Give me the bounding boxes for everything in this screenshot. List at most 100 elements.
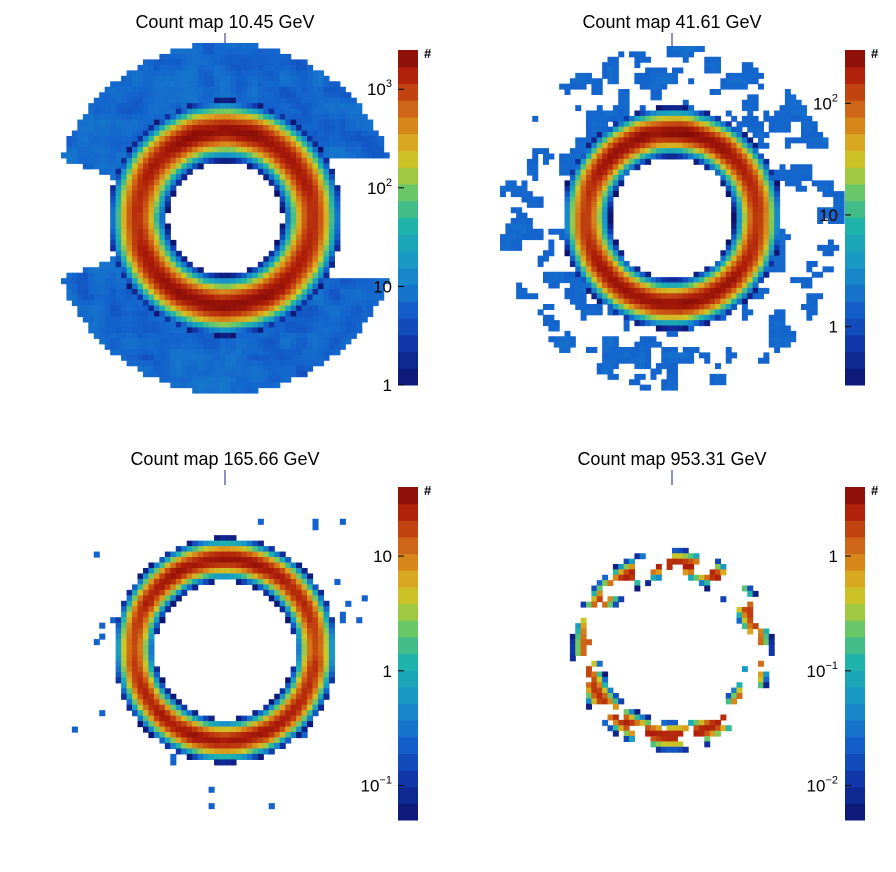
- heatmap-cell: [153, 300, 160, 307]
- heatmap-cell: [148, 365, 155, 372]
- heatmap-cell: [301, 310, 308, 318]
- heatmap-cell: [736, 132, 743, 138]
- heatmap-cell: [317, 228, 325, 236]
- heatmap-cell: [569, 185, 576, 192]
- heatmap-cell: [607, 153, 614, 160]
- heatmap-cell: [607, 185, 614, 192]
- heatmap-cell: [164, 267, 171, 274]
- heatmap-cell: [170, 759, 177, 766]
- heatmap-cell: [704, 67, 711, 74]
- heatmap-cell: [252, 300, 259, 307]
- heatmap-cell: [645, 293, 652, 300]
- heatmap-cell: [170, 97, 177, 104]
- heatmap-cell: [285, 81, 292, 88]
- heatmap-cell: [164, 125, 171, 132]
- heatmap-cell: [230, 125, 237, 132]
- heatmap-cell: [661, 121, 668, 128]
- heatmap-cell: [170, 59, 177, 66]
- heatmap-cell: [104, 119, 111, 126]
- heatmap-cell: [186, 278, 193, 285]
- heatmap-cell: [268, 125, 275, 132]
- heatmap-cell: [126, 327, 133, 334]
- heatmap-cell: [148, 578, 155, 585]
- heatmap-cell: [741, 164, 748, 171]
- heatmap-cell: [736, 298, 743, 305]
- heatmap-cell: [838, 191, 845, 198]
- heatmap-cell: [345, 130, 352, 137]
- heatmap-cell: [591, 309, 598, 316]
- heatmap-cell: [142, 218, 150, 225]
- heatmap-cell: [148, 562, 155, 569]
- heatmap-cell: [279, 300, 286, 307]
- heatmap-cell: [307, 365, 314, 372]
- heatmap-cell: [71, 135, 78, 143]
- heatmap-cell: [274, 163, 281, 170]
- heatmap-cell: [709, 266, 716, 273]
- heatmap-cell: [301, 245, 308, 252]
- heatmap-cell: [301, 693, 308, 700]
- heatmap-cell: [164, 92, 171, 99]
- heatmap-cell: [704, 126, 711, 133]
- heatmap-cell: [132, 119, 139, 126]
- heatmap-cell: [208, 387, 215, 394]
- heatmap-cell: [367, 130, 374, 137]
- heatmap-cell: [121, 250, 128, 257]
- heatmap-cell: [225, 376, 232, 383]
- heatmap-cell: [623, 304, 630, 310]
- heatmap-cell: [164, 70, 171, 77]
- heatmap-cell: [827, 212, 834, 219]
- heatmap-cell: [142, 196, 150, 203]
- heatmap-cell: [591, 271, 598, 278]
- heatmap-cell: [634, 352, 641, 359]
- heatmap-cell: [279, 152, 286, 159]
- heatmap-cell: [110, 327, 117, 334]
- heatmap-cell: [99, 92, 106, 99]
- heatmap-cell: [296, 655, 303, 662]
- heatmap-cell: [257, 97, 264, 104]
- heatmap-cell: [186, 710, 193, 717]
- heatmap-cell: [307, 622, 314, 629]
- heatmap-cell: [71, 294, 78, 301]
- heatmap-cell: [203, 715, 210, 722]
- heatmap-cell: [126, 272, 133, 279]
- heatmap-cell: [263, 174, 270, 181]
- heatmap-cell: [175, 86, 182, 93]
- heatmap-cell: [548, 336, 555, 343]
- heatmap-cell: [307, 704, 314, 711]
- heatmap-cell: [741, 180, 748, 187]
- heatmap-cell: [768, 201, 775, 208]
- heatmap-cell: [252, 567, 259, 575]
- heatmap-cell: [279, 190, 286, 197]
- heatmap-cell: [181, 562, 188, 569]
- heatmap-cell: [361, 114, 368, 121]
- heatmap-cell: [575, 298, 582, 305]
- heatmap-cell: [564, 212, 571, 219]
- heatmap-cell: [93, 310, 100, 318]
- heatmap-cell: [153, 190, 160, 197]
- heatmap-cell: [132, 228, 139, 236]
- heatmap-cell: [175, 278, 182, 285]
- heatmap-cell: [650, 287, 657, 294]
- heatmap-cell: [137, 141, 144, 148]
- heatmap-cell: [677, 282, 684, 289]
- heatmap-cell: [564, 185, 571, 192]
- heatmap-cell: [257, 371, 264, 378]
- heatmap-cell: [170, 163, 177, 170]
- heatmap-cell: [612, 304, 619, 310]
- heatmap-cell: [257, 261, 264, 268]
- heatmap-cell: [301, 682, 308, 689]
- heatmap-cell: [159, 349, 166, 356]
- heatmap-cell: [639, 110, 646, 117]
- heatmap-cell: [126, 146, 133, 153]
- heatmap-cell: [279, 207, 286, 214]
- heatmap-cell: [323, 327, 330, 334]
- heatmap-cell: [246, 737, 253, 744]
- heatmap-cell: [219, 376, 226, 383]
- heatmap-cell: [203, 382, 210, 389]
- heatmap-cell: [170, 185, 177, 192]
- heatmap-cell: [192, 152, 199, 159]
- heatmap-cell: [263, 321, 270, 328]
- heatmap-cell: [274, 75, 281, 82]
- heatmap-cell: [148, 256, 155, 263]
- heatmap-cell: [241, 349, 248, 356]
